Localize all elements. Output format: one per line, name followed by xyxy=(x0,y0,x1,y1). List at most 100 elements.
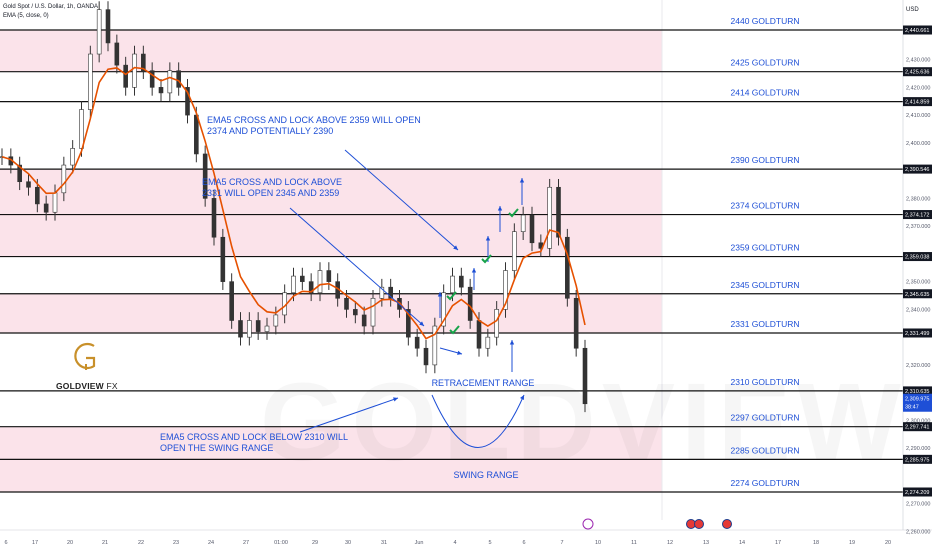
x-tick-18: 11 xyxy=(631,540,637,546)
price-body-26 xyxy=(229,281,234,321)
currency-label: USD xyxy=(906,7,919,13)
goldview-g-icon xyxy=(74,342,96,370)
x-tick-25: 20 xyxy=(885,540,891,546)
x-tick-2: 20 xyxy=(67,540,73,546)
price-body-43 xyxy=(379,286,385,299)
arrow-up-2-head xyxy=(471,268,477,273)
retracement-range-label: RETRACEMENT RANGE xyxy=(432,378,535,388)
level-label-1: 2425 GOLDTURN xyxy=(731,58,800,68)
price-body-52 xyxy=(459,275,464,288)
price-body-62 xyxy=(547,186,552,249)
price-body-34 xyxy=(300,275,305,282)
x-tick-23: 18 xyxy=(813,540,819,546)
price-body-49 xyxy=(432,325,438,366)
price-tag-bg-11 xyxy=(903,487,932,497)
price-tag-4: 2,374.172 xyxy=(905,213,929,219)
y-tick-0: 2,430.000 xyxy=(906,58,930,64)
y-tick-7: 2,340.000 xyxy=(906,307,930,313)
price-body-55 xyxy=(485,336,491,349)
x-tick-24: 19 xyxy=(849,540,855,546)
x-tick-3: 21 xyxy=(102,540,108,546)
swing-range-label: SWING RANGE xyxy=(453,470,518,480)
price-body-41 xyxy=(361,314,367,327)
level-label-5: 2359 GOLDTURN xyxy=(731,243,800,253)
price-body-63 xyxy=(556,186,561,238)
price-body-37 xyxy=(326,270,332,282)
price-tag-7: 2,331.499 xyxy=(905,331,929,337)
price-tag-5: 2,359.038 xyxy=(905,255,929,261)
price-body-51 xyxy=(450,275,455,294)
price-body-14 xyxy=(123,64,128,88)
y-tick-1: 2,420.000 xyxy=(906,85,930,91)
symbol-title: Gold Spot / U.S. Dollar, 1h, OANDA xyxy=(3,4,99,10)
price-tag-1: 2,425.636 xyxy=(905,70,929,76)
current-price-tag-bg xyxy=(903,393,932,412)
price-tag-bg-0 xyxy=(903,25,932,35)
level-label-0: 2440 GOLDTURN xyxy=(731,16,800,26)
x-tick-4: 22 xyxy=(138,540,144,546)
price-tag-8: 2,310.635 xyxy=(905,389,929,395)
zone-2 xyxy=(0,214,662,257)
swing-range-curve xyxy=(431,394,525,448)
level-label-11: 2274 GOLDTURN xyxy=(731,478,800,488)
price-body-31 xyxy=(273,314,279,327)
y-tick-9: 2,300.000 xyxy=(906,418,930,424)
price-body-59 xyxy=(520,214,526,232)
price-body-3 xyxy=(26,181,31,188)
x-tick-22: 17 xyxy=(775,540,781,546)
price-tag-bg-1 xyxy=(903,67,932,77)
indicator-label: EMA (5, close, 0) xyxy=(3,13,49,19)
price-tag-11: 2,274.209 xyxy=(905,490,929,496)
price-body-36 xyxy=(317,270,323,294)
price-body-21 xyxy=(185,87,190,116)
y-tick-2: 2,410.000 xyxy=(906,113,930,119)
x-tick-15: 6 xyxy=(522,540,525,546)
arrow-to-2331 xyxy=(289,207,425,327)
price-body-25 xyxy=(220,236,226,282)
price-tag-0: 2,440.661 xyxy=(905,28,929,34)
price-tag-bg-5 xyxy=(903,252,932,262)
price-body-65 xyxy=(573,297,579,349)
arrow-to-2359-head xyxy=(453,245,458,250)
price-tag-2: 2,414.859 xyxy=(905,100,929,106)
price-body-48 xyxy=(423,347,429,366)
annotation-2359-line-0: EMA5 CROSS AND LOCK ABOVE 2359 WILL OPEN xyxy=(207,115,421,125)
x-tick-0: 6 xyxy=(4,540,7,546)
y-tick-12: 2,260.000 xyxy=(906,529,930,535)
price-body-8 xyxy=(70,148,75,166)
price-body-24 xyxy=(211,198,217,238)
check-icon-0 xyxy=(446,291,457,301)
price-body-57 xyxy=(503,270,508,310)
y-tick-5: 2,370.000 xyxy=(906,224,930,230)
x-tick-9: 29 xyxy=(312,540,318,546)
zone-3 xyxy=(0,293,662,333)
arrow-up-4-head xyxy=(509,340,515,345)
price-tag-bg-10 xyxy=(903,454,932,464)
price-tag-6: 2,345.635 xyxy=(905,292,929,298)
price-tag-bg-3 xyxy=(903,164,932,174)
annotation-2310-line-1: OPEN THE SWING RANGE xyxy=(160,443,273,453)
price-body-60 xyxy=(529,214,535,244)
annotation-2331-line-1: 2331 WILL OPEN 2345 AND 2359 xyxy=(202,188,339,198)
price-body-66 xyxy=(582,347,588,405)
x-tick-10: 30 xyxy=(345,540,351,546)
price-body-9 xyxy=(79,109,84,149)
price-body-15 xyxy=(132,53,137,88)
price-body-19 xyxy=(167,70,173,94)
x-tick-21: 14 xyxy=(739,540,745,546)
price-body-18 xyxy=(158,87,164,94)
price-body-13 xyxy=(114,42,120,66)
price-tag-bg-2 xyxy=(903,97,932,107)
x-tick-12: Jun xyxy=(415,540,424,546)
price-body-7 xyxy=(61,164,67,194)
x-tick-5: 23 xyxy=(173,540,179,546)
price-body-17 xyxy=(149,70,155,88)
price-body-47 xyxy=(414,336,420,349)
arrow-up-6-head xyxy=(497,206,503,211)
price-body-6 xyxy=(52,192,58,213)
y-tick-4: 2,380.000 xyxy=(906,196,930,202)
zone-0 xyxy=(0,30,662,72)
level-label-7: 2331 GOLDTURN xyxy=(731,319,800,329)
